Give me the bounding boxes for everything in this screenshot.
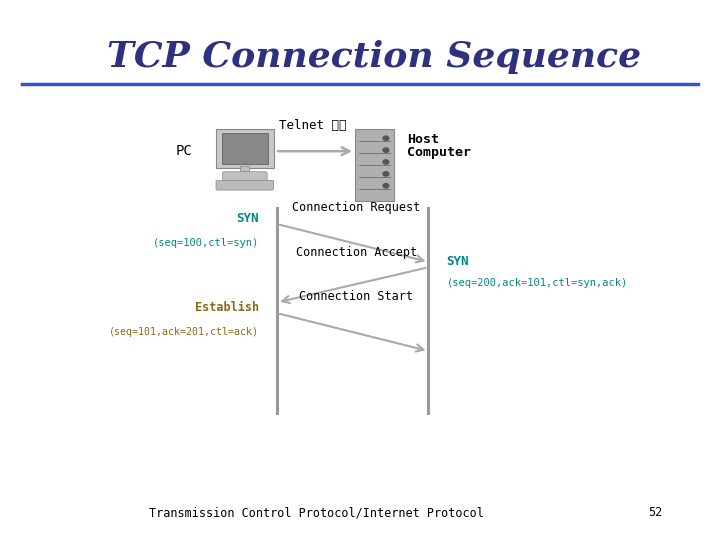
Circle shape — [383, 184, 389, 188]
Text: Connection Request: Connection Request — [292, 201, 420, 214]
FancyBboxPatch shape — [216, 129, 274, 168]
Text: TCP Connection Sequence: TCP Connection Sequence — [107, 40, 642, 73]
Circle shape — [383, 148, 389, 152]
FancyBboxPatch shape — [240, 166, 249, 175]
FancyBboxPatch shape — [222, 172, 267, 181]
Text: Connection Start: Connection Start — [300, 291, 413, 303]
Text: (seq=100,ctl=syn): (seq=100,ctl=syn) — [153, 238, 259, 248]
Text: (seq=200,ack=101,ctl=syn,ack): (seq=200,ack=101,ctl=syn,ack) — [446, 279, 628, 288]
Text: SYN: SYN — [237, 212, 259, 225]
FancyBboxPatch shape — [355, 129, 394, 201]
Circle shape — [383, 172, 389, 176]
Text: Connection Accept: Connection Accept — [296, 246, 417, 259]
Text: Host: Host — [407, 133, 438, 146]
Text: Telnet 접속: Telnet 접속 — [279, 119, 347, 132]
Text: Establish: Establish — [195, 301, 259, 314]
Circle shape — [383, 136, 389, 140]
Text: SYN: SYN — [446, 255, 469, 268]
FancyBboxPatch shape — [222, 133, 268, 164]
Text: Computer: Computer — [407, 146, 471, 159]
Text: (seq=101,ack=201,ctl=ack): (seq=101,ack=201,ctl=ack) — [109, 327, 259, 337]
Text: Transmission Control Protocol/Internet Protocol: Transmission Control Protocol/Internet P… — [149, 507, 485, 519]
FancyBboxPatch shape — [216, 180, 274, 190]
Text: 52: 52 — [648, 507, 662, 519]
Circle shape — [383, 160, 389, 164]
Text: PC: PC — [175, 144, 192, 158]
